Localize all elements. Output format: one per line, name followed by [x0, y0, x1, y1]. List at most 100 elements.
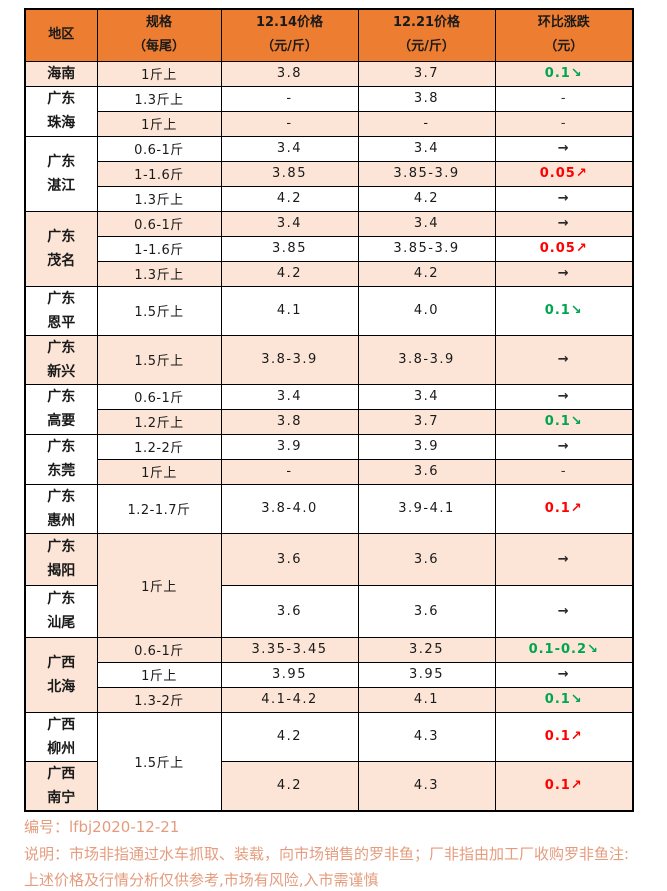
table-row: 广东 茂名 0.6-1斤 3.4 3.4 →: [24, 210, 634, 287]
spec-cell: 1.3斤上: [96, 260, 222, 287]
header-price-1214-line2: （元/斤）: [261, 39, 318, 55]
header-change-line2: （元）: [544, 39, 584, 55]
header-price-1214-line1: 12.14价格: [255, 15, 324, 31]
price-1214-cell: -: [220, 110, 359, 137]
price-1214-cell: -: [220, 458, 359, 485]
table-row: 1斤上 - - -: [25, 110, 634, 137]
region-cell: 广东 揭阳: [24, 532, 98, 586]
price-1214-cell: 4.1: [220, 285, 359, 336]
table-row: 广东 高要 0.6-1斤 3.4 3.4 →: [24, 383, 634, 435]
price-1214-cell: 3.9: [220, 433, 359, 460]
price-1214-cell: 3.4: [220, 135, 359, 162]
price-1221-cell: 4.1: [357, 686, 496, 713]
spec-cell: 1.5斤上: [96, 334, 222, 385]
doc-code-line: 编号：lfbj2020-12-21: [24, 814, 640, 840]
price-1214-cell: 3.6: [220, 532, 359, 586]
table-row: 广东 汕尾 3.6 3.6 →: [24, 584, 634, 638]
price-1221-cell: 3.8-3.9: [357, 334, 496, 385]
change-cell: 0.05↗: [494, 235, 634, 262]
region-cell: 广东 珠海: [24, 85, 98, 137]
table-row: 广西 南宁 4.2 4.3 0.1↗: [24, 760, 634, 811]
spec-cell: 1斤上: [96, 110, 222, 137]
price-1214-cell: 3.8-3.9: [220, 334, 359, 385]
change-cell: 0.1↘: [494, 60, 634, 87]
change-cell: →: [494, 185, 634, 212]
region-cell: 广西 柳州: [24, 711, 98, 762]
price-1214-cell: 3.4: [220, 210, 359, 237]
price-1214-cell: 4.1-4.2: [220, 686, 359, 713]
price-1214-cell: 4.2: [220, 185, 359, 212]
price-1221-cell: 3.4: [357, 383, 496, 410]
table-row: 1-1.6斤 3.85 3.85-3.9 0.05↗: [25, 235, 634, 262]
price-1214-cell: 4.2: [220, 260, 359, 287]
spec-cell: 1斤上: [96, 458, 222, 485]
table-row: 广东 恩平 1.5斤上 4.1 4.0 0.1↘: [24, 285, 634, 336]
price-1214-cell: 3.85: [220, 160, 359, 187]
change-cell: →: [494, 661, 634, 688]
table-row: 1-1.6斤 3.85 3.85-3.9 0.05↗: [25, 160, 634, 187]
spec-cell: 0.6-1斤: [96, 135, 222, 162]
table-row: 广东 揭阳 1斤上 3.6 3.6 →: [24, 532, 634, 638]
change-cell: →: [494, 135, 634, 162]
table-row: 海南 1斤上 3.8 3.7 0.1↘: [24, 60, 634, 87]
price-1214-cell: 3.95: [220, 661, 359, 688]
change-cell: -: [494, 458, 634, 485]
header-spec-line1: 规格: [145, 15, 172, 31]
table-row: 1.2斤上 3.8 3.7 0.1↘: [25, 408, 634, 435]
region-cell: 广东 高要: [24, 383, 98, 435]
spec-cell: 1.3-2斤: [96, 686, 222, 713]
region-cell: 广东 恩平: [24, 285, 98, 336]
doc-note-label: 说明：: [24, 845, 70, 863]
price-1221-cell: 4.3: [357, 711, 496, 762]
region-cell: 广东 茂名: [24, 210, 98, 287]
price-1221-cell: 4.2: [357, 260, 496, 287]
spec-cell: 1.3斤上: [96, 85, 222, 112]
price-1221-cell: 4.0: [357, 285, 496, 336]
price-1221-cell: 4.2: [357, 185, 496, 212]
spec-cell: 1-1.6斤: [96, 160, 222, 187]
table-row: 1斤上 3.95 3.95 →: [25, 661, 634, 688]
table-row: 广西 北海 0.6-1斤 3.35-3.45 3.25 0.1-0.2↘: [24, 636, 634, 713]
change-cell: →: [494, 334, 634, 385]
header-price-1221: 12.21价格 （元/斤）: [357, 8, 496, 62]
table-row: 广东 东莞 1.2-2斤 3.9 3.9 →: [24, 433, 634, 485]
price-1214-cell: 3.85: [220, 235, 359, 262]
table-row: 广东 新兴 1.5斤上 3.8-3.9 3.8-3.9 →: [24, 334, 634, 385]
spec-cell: 1-1.6斤: [96, 235, 222, 262]
price-1214-cell: 3.8-4.0: [220, 483, 359, 534]
header-spec: 规格 （每尾）: [96, 8, 222, 62]
price-1214-cell: 3.35-3.45: [220, 636, 359, 663]
header-price-1221-line1: 12.21价格: [392, 15, 461, 31]
table-row: 广东 湛江 0.6-1斤 3.4 3.4 →: [24, 135, 634, 212]
spec-cell: 1.5斤上: [96, 285, 222, 336]
price-1214-cell: 4.2: [220, 760, 359, 811]
region-cell: 广东 汕尾: [24, 584, 98, 638]
price-1221-cell: 3.6: [357, 532, 496, 586]
spec-cell: 1斤上: [96, 532, 222, 638]
price-1214-cell: 3.6: [220, 584, 359, 638]
change-cell: -: [494, 85, 634, 112]
change-cell: 0.05↗: [494, 160, 634, 187]
price-1221-cell: 3.9-4.1: [357, 483, 496, 534]
change-cell: →: [494, 433, 634, 460]
doc-note: 市场非指通过水车抓取、装载，向市场销售的罗非鱼；厂非指由加工厂收购罗非鱼注:上述…: [24, 845, 630, 889]
spec-cell: 1斤上: [96, 661, 222, 688]
spec-cell: 1.5斤上: [96, 711, 222, 811]
doc-note-line: 说明：市场非指通过水车抓取、装载，向市场销售的罗非鱼；厂非指由加工厂收购罗非鱼注…: [24, 841, 640, 891]
header-spec-line2: （每尾）: [132, 39, 185, 55]
spec-cell: 0.6-1斤: [96, 383, 222, 410]
spec-cell: 1斤上: [96, 60, 222, 87]
header-price-1221-line2: （元/斤）: [398, 39, 455, 55]
price-1221-cell: 3.9: [357, 433, 496, 460]
change-cell: -: [494, 110, 634, 137]
price-1214-cell: -: [220, 85, 359, 112]
price-1221-cell: 3.6: [357, 584, 496, 638]
spec-cell: 1.2-1.7斤: [96, 483, 222, 534]
price-1214-cell: 3.4: [220, 383, 359, 410]
header-change: 环比涨跌 （元）: [494, 8, 634, 62]
price-1221-cell: 3.4: [357, 210, 496, 237]
change-cell: 0.1↗: [494, 483, 634, 534]
price-1214-cell: 4.2: [220, 711, 359, 762]
price-1221-cell: 3.8: [357, 85, 496, 112]
price-1221-cell: 3.85-3.9: [357, 235, 496, 262]
